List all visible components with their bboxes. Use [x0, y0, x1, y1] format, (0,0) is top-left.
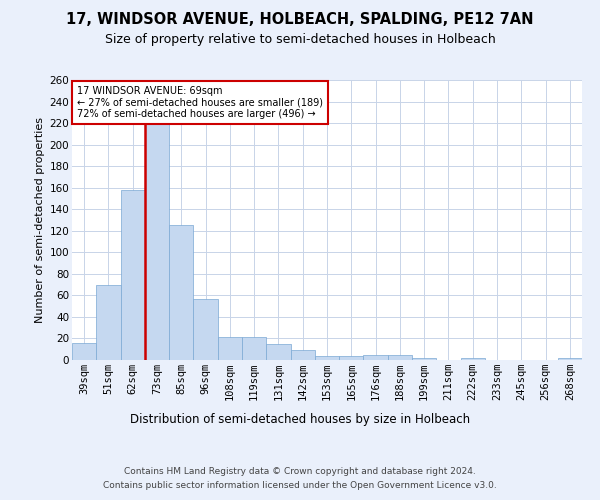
Bar: [145, 124, 169, 360]
Bar: [461, 358, 485, 360]
Text: Size of property relative to semi-detached houses in Holbeach: Size of property relative to semi-detach…: [104, 32, 496, 46]
Bar: [96, 284, 121, 360]
Bar: [412, 358, 436, 360]
Bar: [290, 350, 315, 360]
Bar: [364, 354, 388, 360]
Bar: [266, 344, 290, 360]
Bar: [193, 298, 218, 360]
Bar: [388, 354, 412, 360]
Text: Distribution of semi-detached houses by size in Holbeach: Distribution of semi-detached houses by …: [130, 412, 470, 426]
Bar: [72, 343, 96, 360]
Bar: [558, 358, 582, 360]
Text: 17 WINDSOR AVENUE: 69sqm
← 27% of semi-detached houses are smaller (189)
72% of : 17 WINDSOR AVENUE: 69sqm ← 27% of semi-d…: [77, 86, 323, 119]
Bar: [339, 356, 364, 360]
Text: 17, WINDSOR AVENUE, HOLBEACH, SPALDING, PE12 7AN: 17, WINDSOR AVENUE, HOLBEACH, SPALDING, …: [66, 12, 534, 28]
Bar: [218, 338, 242, 360]
Bar: [315, 356, 339, 360]
Bar: [242, 338, 266, 360]
Bar: [169, 226, 193, 360]
Y-axis label: Number of semi-detached properties: Number of semi-detached properties: [35, 117, 46, 323]
Text: Contains HM Land Registry data © Crown copyright and database right 2024.
Contai: Contains HM Land Registry data © Crown c…: [103, 468, 497, 489]
Bar: [121, 190, 145, 360]
